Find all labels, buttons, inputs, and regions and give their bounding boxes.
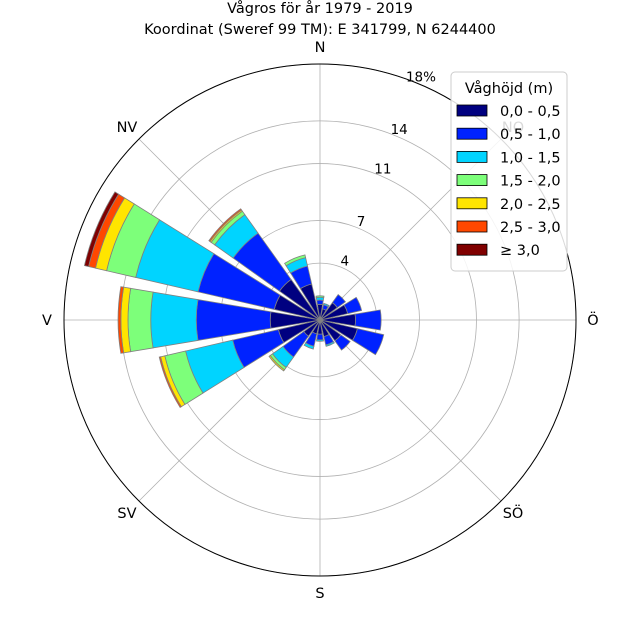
legend-swatch	[456, 174, 488, 187]
sector-bar-segment	[117, 286, 125, 354]
sector-bar-segment	[127, 287, 154, 353]
legend-label: 0,5 - 1,0	[500, 127, 561, 143]
legend-frame	[450, 71, 568, 272]
radial-tick-label: 7	[357, 214, 366, 230]
legend-label: 2,0 - 2,5	[500, 197, 561, 213]
outer-frame	[63, 63, 577, 577]
direction-label: SV	[117, 506, 136, 522]
legend-swatch	[456, 197, 488, 210]
legend-title: Våghöjd (m)	[465, 80, 553, 97]
sector-bar-segment	[303, 342, 315, 350]
sector-bar-segment	[316, 333, 324, 341]
radial-tick-label: 11	[374, 161, 391, 177]
direction-label: Ö	[587, 311, 598, 329]
sector-bar-segment	[334, 334, 351, 351]
sector-bar-segment	[325, 341, 335, 347]
sector-bar-segment	[331, 293, 347, 309]
direction-label: N	[315, 40, 326, 56]
sector-bar-segment	[158, 356, 182, 408]
direction-label: V	[42, 313, 52, 329]
sector-bar-segment	[316, 339, 324, 342]
radial-tick-label: 14	[391, 122, 408, 138]
sector-bar-segment	[316, 299, 324, 306]
grid-spoke	[319, 319, 502, 502]
legend-swatch	[456, 220, 488, 233]
chart-title: Vågros för år 1979 - 2019	[227, 0, 413, 17]
legend-swatch	[456, 127, 488, 140]
direction-label: SÖ	[503, 504, 524, 522]
legend-items: 0,0 - 0,5 0,5 - 1,0 1,0 - 1,5 1,5 - 2,0 2,0 …	[456, 104, 561, 259]
radial-tick-labels: 4 7 11 14 18%	[340, 69, 436, 269]
radial-tick-label: 18%	[406, 69, 436, 85]
sector-bars	[83, 191, 385, 408]
sector-bar-segment	[343, 296, 363, 315]
direction-label: S	[315, 586, 324, 602]
legend-label: 1,5 - 2,0	[500, 174, 561, 190]
legend-label: ≥ 3,0	[500, 243, 540, 259]
legend-label: 2,5 - 3,0	[500, 220, 561, 236]
legend-swatch	[456, 243, 488, 256]
radial-tick-label: 4	[340, 253, 349, 269]
sector-bar-segment	[315, 295, 325, 299]
sector-bar-segment	[83, 191, 120, 268]
sector-bar-segment	[150, 291, 199, 349]
sector-bar-segment	[268, 354, 286, 372]
sector-bar-segment	[352, 328, 385, 356]
legend: Våghöjd (m) 0,0 - 0,5 0,5 - 1,0 1,0 - 1,5 1…	[450, 71, 568, 272]
sector-bar-segment	[323, 302, 330, 308]
sector-bar-segment	[284, 254, 307, 267]
legend-label: 0,0 - 0,5	[500, 104, 561, 120]
chart-subtitle: Koordinat (Sweref 99 TM): E 341799, N 62…	[144, 22, 496, 38]
legend-swatch	[456, 104, 488, 117]
sector-bar-segment	[354, 309, 382, 331]
legend-swatch	[456, 150, 488, 163]
direction-label: NV	[117, 120, 138, 136]
sector-bar-segment	[208, 208, 243, 243]
legend-label: 1,0 - 1,5	[500, 150, 561, 166]
